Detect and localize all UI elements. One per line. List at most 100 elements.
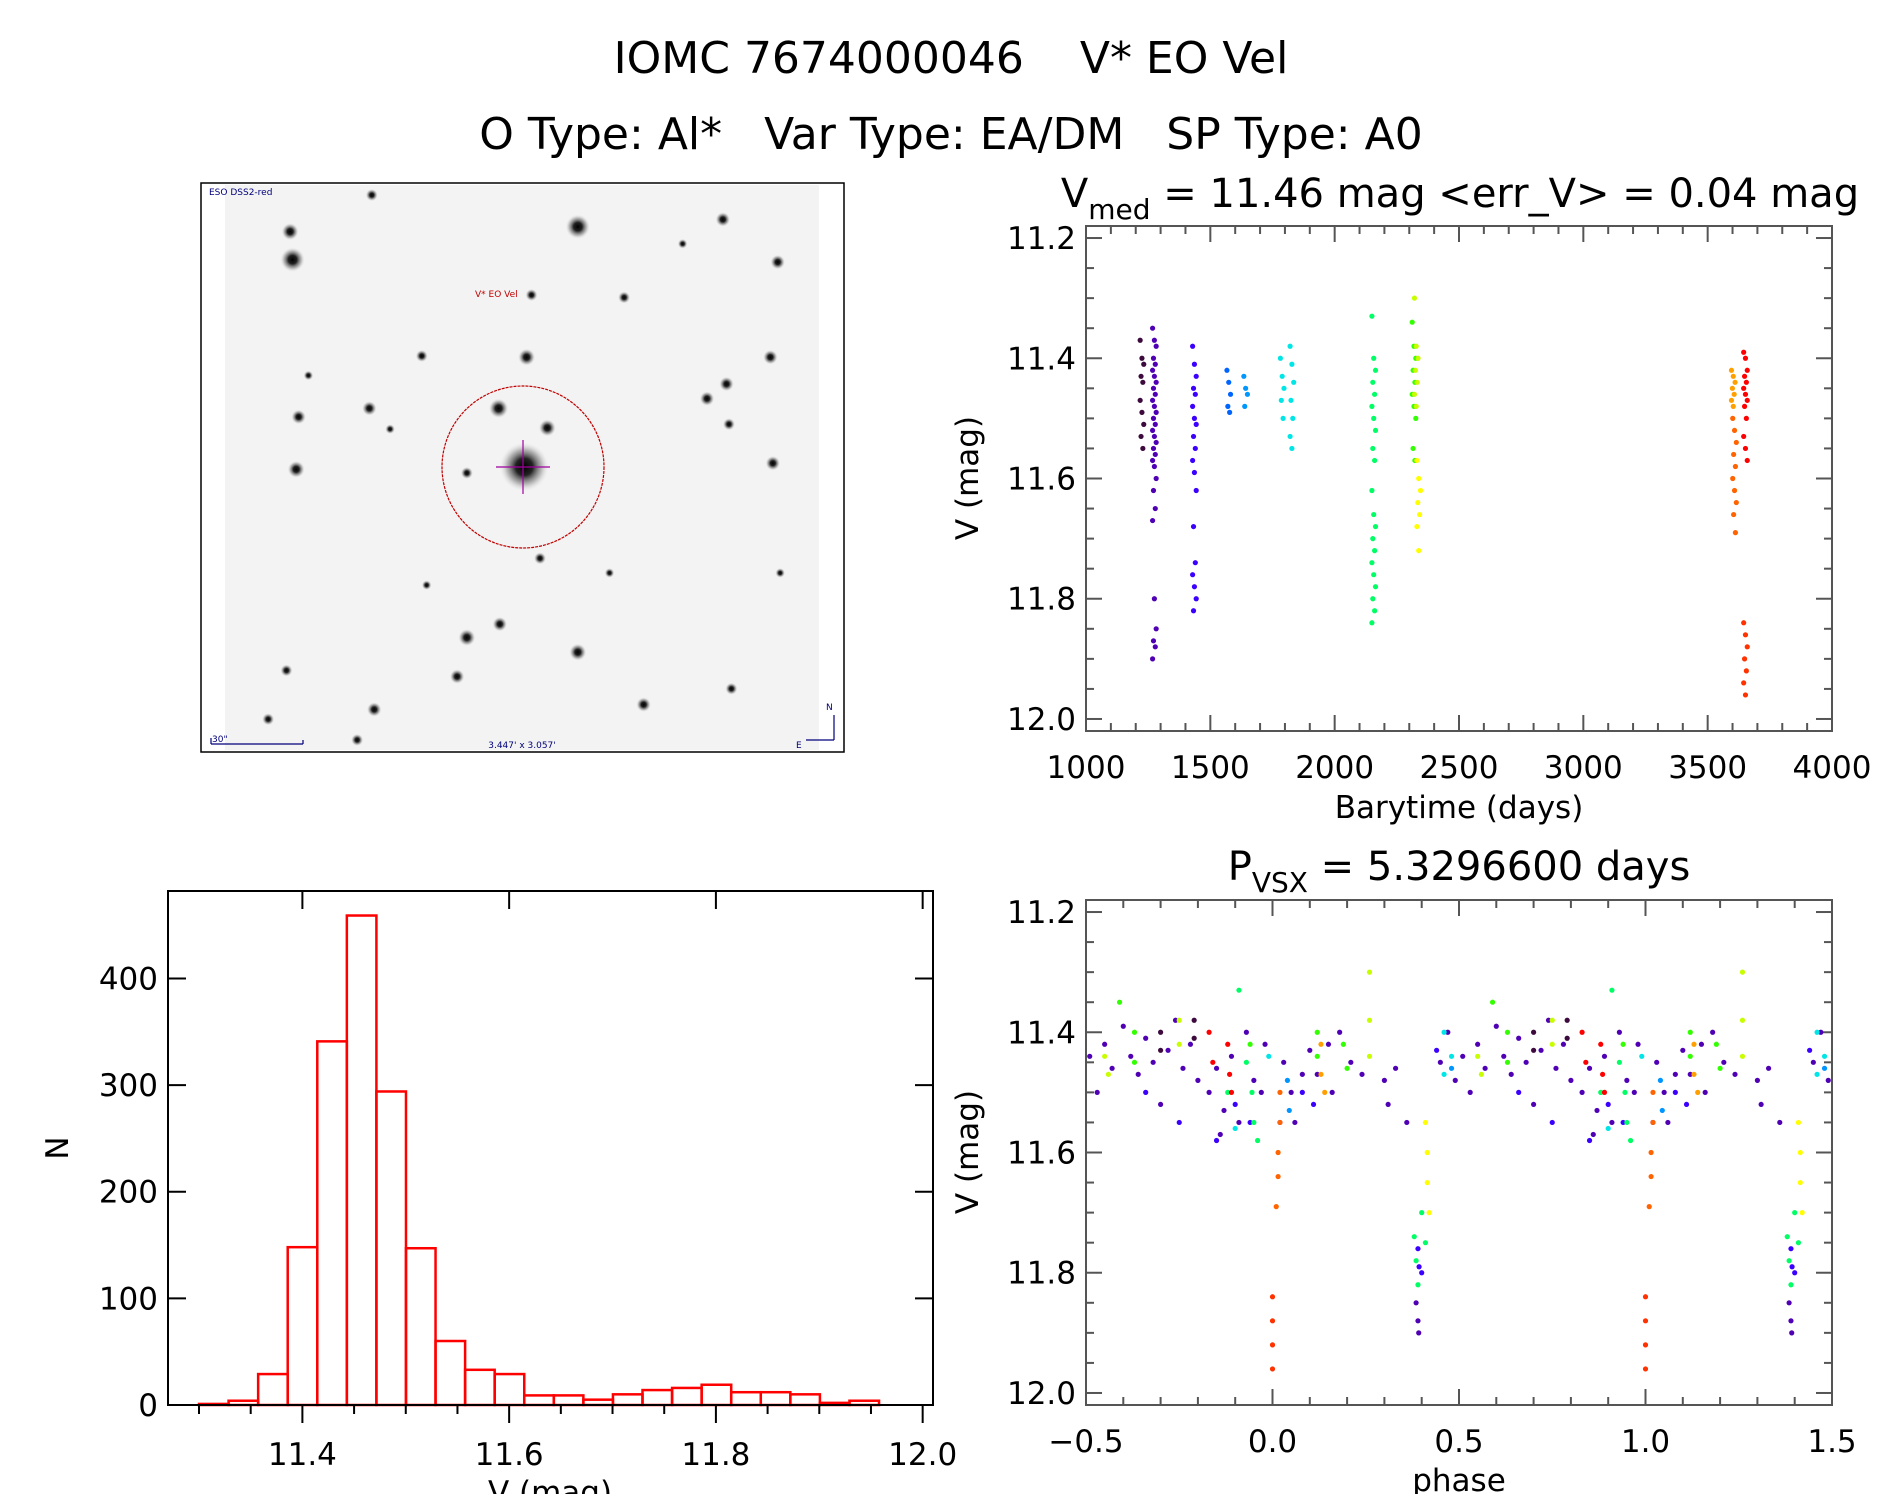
data-point	[1176, 1119, 1182, 1126]
data-point	[1150, 1059, 1156, 1065]
data-point	[1568, 1077, 1574, 1083]
data-point	[1475, 1041, 1481, 1047]
data-point	[1409, 319, 1415, 325]
data-point	[1232, 1125, 1238, 1132]
data-point	[1109, 1065, 1115, 1071]
data-point	[1717, 1065, 1723, 1071]
data-point	[1415, 1282, 1421, 1288]
data-point	[1137, 397, 1143, 403]
data-point	[1190, 572, 1196, 578]
data-point	[1153, 343, 1159, 349]
data-point	[1307, 1047, 1313, 1053]
data-point	[1141, 421, 1147, 427]
lc-time-title: Vmed = 11.46 mag <err_V> = 0.04 mag	[1061, 171, 1859, 226]
data-point	[1564, 1035, 1570, 1041]
data-point	[1730, 373, 1736, 379]
data-point	[1262, 1041, 1268, 1047]
data-point	[1415, 355, 1421, 361]
star	[699, 391, 715, 406]
data-point	[1192, 391, 1198, 397]
x-tick-label: 3000	[1544, 750, 1623, 786]
histogram-bar	[493, 1372, 526, 1407]
star	[719, 376, 734, 392]
data-point	[1422, 1119, 1429, 1126]
magnitude-histogram: 0 100 200 300 400 11.4 11.6 11.8 12.0 V (mag) N	[40, 890, 957, 1494]
data-point	[1590, 1131, 1596, 1138]
y-tick-label: 11.6	[1007, 1136, 1076, 1172]
data-point	[1241, 373, 1247, 379]
data-point	[1422, 1240, 1429, 1246]
data-point	[1149, 397, 1156, 403]
data-point	[1598, 1041, 1604, 1047]
data-point	[1227, 409, 1233, 415]
y-tick-label: 100	[99, 1281, 158, 1317]
data-point	[1291, 379, 1297, 385]
y-tick-label: 11.4	[1007, 341, 1076, 377]
data-point	[1277, 1119, 1283, 1126]
x-tick-label: 0.5	[1434, 1424, 1483, 1460]
data-point	[1158, 1101, 1164, 1108]
data-point	[1191, 361, 1198, 367]
data-point	[1789, 1330, 1795, 1336]
data-point	[1729, 385, 1735, 391]
data-point	[1221, 1107, 1227, 1114]
data-point	[1417, 487, 1424, 494]
data-point	[1733, 499, 1739, 506]
data-point	[1742, 445, 1749, 452]
data-point	[1741, 403, 1748, 409]
data-point	[1601, 1053, 1608, 1059]
data-point	[1460, 1053, 1466, 1059]
star	[492, 616, 508, 632]
data-point	[1691, 1041, 1697, 1047]
data-point	[1448, 1065, 1455, 1071]
data-point	[1413, 343, 1419, 349]
data-point	[1243, 1059, 1249, 1065]
data-point	[1191, 1035, 1197, 1041]
data-point	[1807, 1047, 1813, 1053]
data-point	[1149, 427, 1156, 434]
data-point	[1784, 1234, 1790, 1240]
x-tick-label: 4000	[1793, 750, 1872, 786]
star	[362, 401, 377, 416]
data-point	[1579, 1029, 1585, 1035]
histogram-bar	[789, 1393, 822, 1407]
x-tick-label: 1500	[1171, 750, 1250, 786]
data-point	[1152, 361, 1158, 367]
data-point	[1243, 1029, 1249, 1035]
data-point	[1102, 1053, 1108, 1059]
data-point	[1281, 1059, 1287, 1065]
data-point	[1732, 1071, 1738, 1077]
data-point	[1728, 367, 1735, 373]
data-point	[1284, 1077, 1291, 1083]
data-point	[1227, 391, 1234, 397]
data-point	[1152, 421, 1158, 427]
data-point	[1299, 1071, 1305, 1077]
histogram-bar	[345, 914, 378, 1407]
data-point	[1742, 632, 1749, 638]
data-point	[1467, 1089, 1473, 1095]
data-point	[1314, 1053, 1320, 1059]
data-point	[1516, 1035, 1522, 1041]
data-point	[1249, 1089, 1255, 1095]
data-point	[1789, 1264, 1795, 1270]
data-point	[1102, 1041, 1108, 1047]
star	[280, 664, 293, 677]
y-tick-label: 0	[138, 1388, 158, 1424]
data-point	[1416, 1330, 1422, 1336]
data-point	[1094, 1089, 1100, 1095]
data-point	[1138, 433, 1144, 440]
histogram-bar	[256, 1372, 289, 1407]
data-point	[1730, 475, 1736, 482]
data-point	[1286, 1107, 1292, 1114]
data-point	[1242, 403, 1248, 409]
data-point	[1165, 1047, 1171, 1053]
data-point	[1549, 1017, 1555, 1023]
data-point	[1744, 457, 1750, 464]
data-point	[1795, 1240, 1802, 1246]
y-tick-label: 12.0	[1007, 702, 1076, 738]
data-point	[1139, 355, 1145, 361]
data-point	[1372, 367, 1379, 373]
data-point	[1416, 1264, 1422, 1270]
data-point	[1788, 1318, 1794, 1324]
data-point	[1741, 680, 1747, 686]
